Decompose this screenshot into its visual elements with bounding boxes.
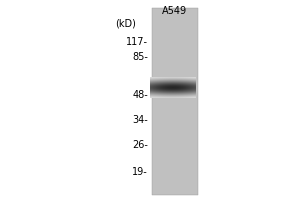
Bar (152, 8, 198, 195)
Text: 19-: 19- (132, 167, 148, 177)
Text: 34-: 34- (132, 115, 148, 125)
Text: 117-: 117- (126, 37, 148, 47)
Text: 48-: 48- (132, 90, 148, 100)
Text: (kD): (kD) (115, 18, 136, 28)
Text: 26-: 26- (132, 140, 148, 150)
Text: 85-: 85- (132, 52, 148, 62)
Text: A549: A549 (161, 6, 187, 16)
